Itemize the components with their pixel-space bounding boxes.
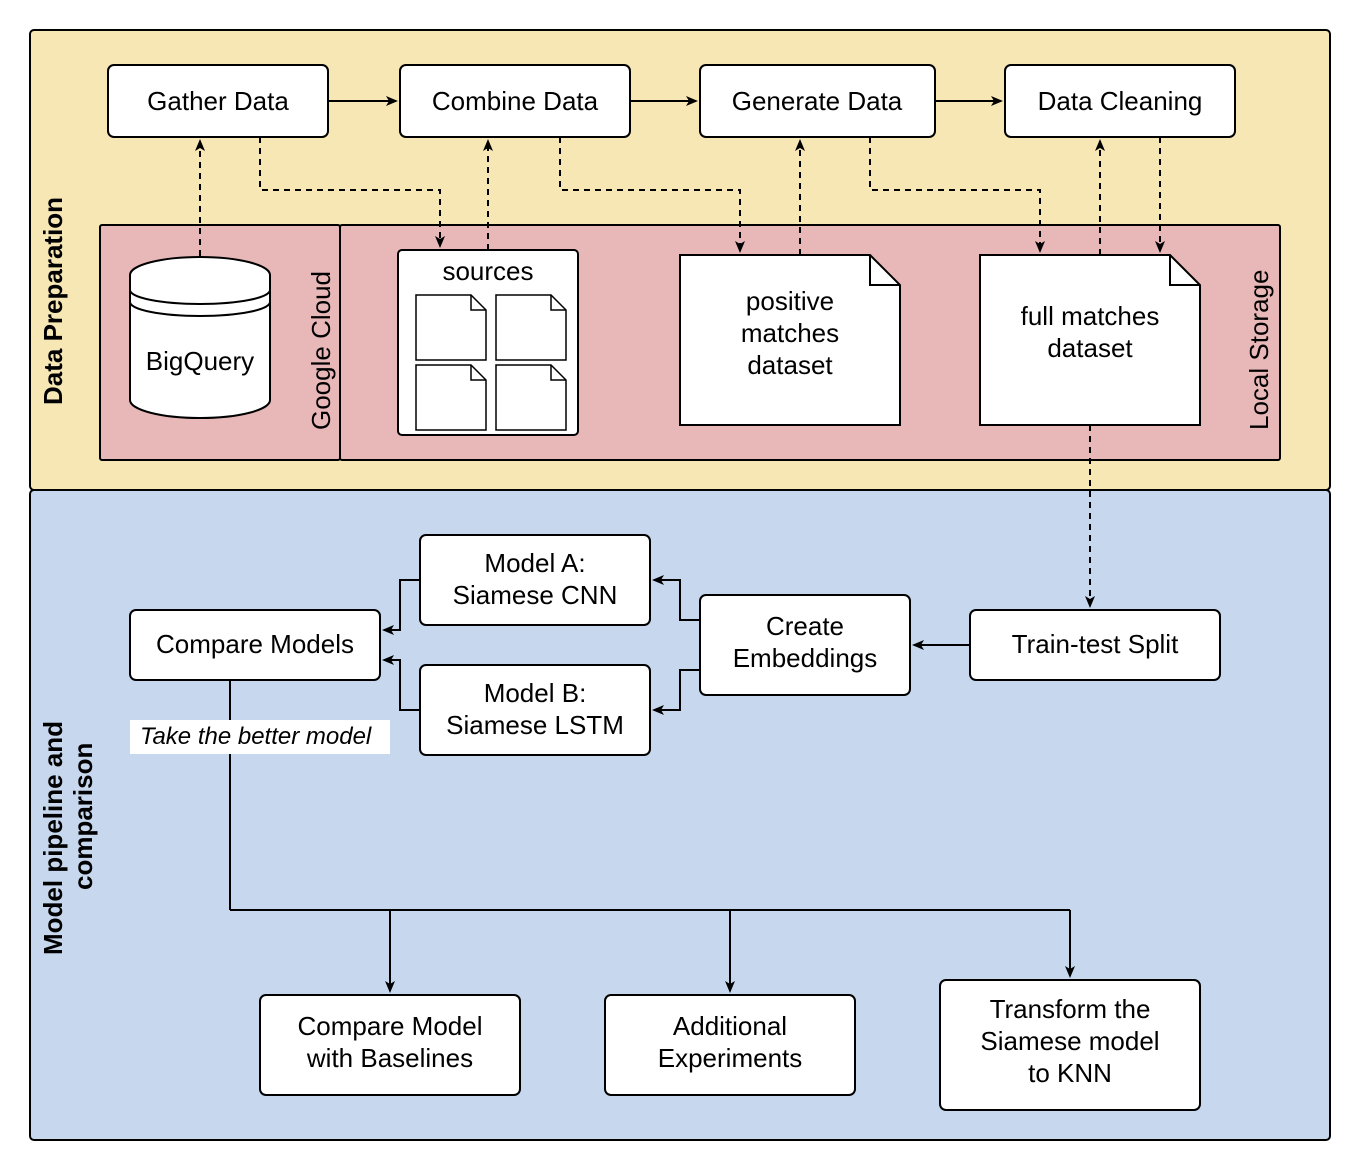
label-model-pipeline-2: comparison [68, 743, 98, 890]
node-sources: sources [398, 250, 578, 435]
label-embeddings-2: Embeddings [733, 643, 878, 673]
node-bigquery: BigQuery [130, 257, 270, 418]
diagram-canvas: Data Preparation Google Cloud Local Stor… [0, 0, 1364, 1168]
node-model-b: Model B: Siamese LSTM [420, 665, 650, 755]
node-transform: Transform the Siamese model to KNN [940, 980, 1200, 1110]
label-full-2: dataset [1047, 333, 1133, 363]
label-baselines-1: Compare Model [298, 1011, 483, 1041]
label-transform-3: to KNN [1028, 1058, 1112, 1088]
label-baselines-2: with Baselines [306, 1043, 473, 1073]
label-modelB-1: Model B: [484, 678, 587, 708]
label-modelA-1: Model A: [484, 548, 585, 578]
label-modelB-2: Siamese LSTM [446, 710, 624, 740]
label-embeddings-1: Create [766, 611, 844, 641]
node-cleaning: Data Cleaning [1005, 65, 1235, 137]
label-better-model: Take the better model [140, 723, 372, 750]
label-generate: Generate Data [732, 86, 903, 116]
label-combine: Combine Data [432, 86, 599, 116]
annotation-better-model: Take the better model [130, 720, 390, 754]
label-transform-1: Transform the [990, 994, 1151, 1024]
node-embeddings: Create Embeddings [700, 595, 910, 695]
label-positive-3: dataset [747, 350, 833, 380]
label-google-cloud: Google Cloud [306, 271, 336, 430]
node-baselines: Compare Model with Baselines [260, 995, 520, 1095]
node-compare: Compare Models [130, 610, 380, 680]
label-compare: Compare Models [156, 629, 354, 659]
node-traintest: Train-test Split [970, 610, 1220, 680]
label-traintest: Train-test Split [1012, 629, 1179, 659]
label-cleaning: Data Cleaning [1038, 86, 1203, 116]
node-gather: Gather Data [108, 65, 328, 137]
label-modelA-2: Siamese CNN [453, 580, 618, 610]
label-bigquery: BigQuery [146, 346, 254, 376]
label-local-storage: Local Storage [1244, 270, 1274, 430]
node-generate: Generate Data [700, 65, 935, 137]
node-positive-dataset: positive matches dataset [680, 255, 900, 425]
label-data-prep: Data Preparation [38, 197, 68, 405]
label-full-1: full matches [1021, 301, 1160, 331]
node-additional: Additional Experiments [605, 995, 855, 1095]
label-additional-1: Additional [673, 1011, 787, 1041]
node-full-dataset: full matches dataset [980, 255, 1200, 425]
node-combine: Combine Data [400, 65, 630, 137]
label-positive-1: positive [746, 286, 834, 316]
label-transform-2: Siamese model [980, 1026, 1159, 1056]
label-model-pipeline-1: Model pipeline and [38, 721, 68, 955]
label-gather: Gather Data [147, 86, 289, 116]
label-additional-2: Experiments [658, 1043, 803, 1073]
label-positive-2: matches [741, 318, 839, 348]
label-sources: sources [442, 256, 533, 286]
node-model-a: Model A: Siamese CNN [420, 535, 650, 625]
